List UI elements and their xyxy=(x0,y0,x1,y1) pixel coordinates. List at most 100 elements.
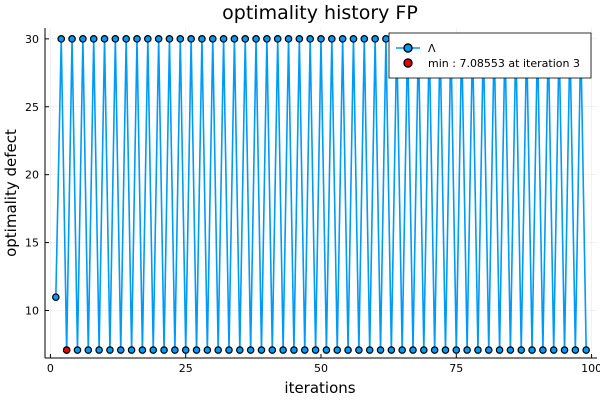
data-point-lambda xyxy=(149,346,158,354)
data-point-lambda xyxy=(495,346,504,354)
data-point-lambda xyxy=(144,35,152,43)
data-point-lambda xyxy=(165,35,174,43)
data-point-lambda xyxy=(398,346,406,354)
data-point-lambda xyxy=(208,35,217,43)
data-point-lambda xyxy=(116,346,125,354)
data-point-lambda xyxy=(463,346,471,354)
data-point-lambda xyxy=(571,346,580,354)
data-point-lambda xyxy=(268,346,277,354)
data-point-lambda xyxy=(127,346,136,354)
data-point-lambda xyxy=(171,346,179,354)
data-point-lambda xyxy=(338,35,347,43)
data-point-lambda xyxy=(539,346,547,354)
y-tick-label: 30 xyxy=(25,33,39,46)
data-point-lambda xyxy=(219,35,228,43)
data-point-lambda xyxy=(387,346,396,354)
y-axis-label: optimality defect xyxy=(2,129,20,257)
data-point-lambda xyxy=(484,346,493,354)
data-point-lambda xyxy=(474,346,482,354)
data-point-lambda xyxy=(430,346,439,354)
data-point-lambda xyxy=(100,35,109,43)
legend: Λ min : 7.08553 at iteration 3 xyxy=(388,32,592,79)
data-point-lambda xyxy=(57,35,66,43)
data-point-lambda xyxy=(225,346,233,354)
data-point-lambda xyxy=(506,346,515,354)
data-point-lambda xyxy=(133,35,141,43)
data-point-lambda xyxy=(517,346,526,354)
legend-box xyxy=(388,32,592,79)
data-point-lambda xyxy=(73,346,82,354)
data-point-lambda xyxy=(420,346,428,354)
data-point-lambda xyxy=(203,346,212,354)
x-tick-label: 25 xyxy=(179,362,193,375)
data-point-lambda xyxy=(241,35,250,43)
data-point-lambda xyxy=(295,35,304,43)
data-point-lambda xyxy=(111,35,120,43)
data-point-lambda xyxy=(138,346,147,354)
data-point-lambda xyxy=(344,346,352,354)
data-point-lambda xyxy=(106,346,114,354)
data-point-lambda xyxy=(95,346,103,354)
data-point-lambda xyxy=(333,346,342,354)
data-point-lambda xyxy=(290,346,298,354)
chart-title: optimality history FP xyxy=(222,2,418,24)
data-point-lambda xyxy=(192,346,201,354)
legend-label-min: min : 7.08553 at iteration 3 xyxy=(428,57,580,70)
data-point-lambda xyxy=(246,346,255,354)
data-point-lambda xyxy=(68,35,76,43)
data-point-lambda xyxy=(582,346,590,354)
data-point-lambda xyxy=(252,35,260,43)
ticks-layer: 0 25 50 75 100 10 15 20 25 30 xyxy=(25,33,600,375)
y-tick-label: 10 xyxy=(25,304,39,317)
data-point-lambda xyxy=(236,346,244,354)
y-tick-label: 25 xyxy=(25,101,39,114)
legend-marker-lambda xyxy=(403,43,413,53)
data-point-lambda xyxy=(257,346,266,354)
data-point-lambda xyxy=(79,35,87,43)
data-point-lambda xyxy=(230,35,239,43)
data-point-lambda xyxy=(160,346,168,354)
data-point-lambda xyxy=(549,346,558,354)
x-tick-label: 75 xyxy=(449,362,463,375)
data-point-lambda xyxy=(349,35,358,43)
data-point-lambda xyxy=(317,35,325,43)
data-point-lambda xyxy=(279,346,287,354)
data-point-lambda xyxy=(300,346,309,354)
data-point-lambda xyxy=(311,346,320,354)
legend-label-lambda: Λ xyxy=(428,42,436,55)
x-tick-label: 100 xyxy=(581,362,600,375)
data-point-lambda xyxy=(382,35,390,43)
data-point-lambda xyxy=(441,346,450,354)
data-point-lambda xyxy=(365,346,374,354)
data-point-lambda xyxy=(176,35,185,43)
y-tick-label: 20 xyxy=(25,169,39,182)
data-point-lambda xyxy=(263,35,271,43)
data-point-lambda xyxy=(409,346,417,354)
data-point-lambda xyxy=(181,346,190,354)
data-point-lambda xyxy=(560,346,569,354)
data-point-lambda xyxy=(355,346,363,354)
data-point-lambda xyxy=(122,35,130,43)
data-point-lambda xyxy=(371,35,379,43)
data-point-lambda xyxy=(284,35,293,43)
data-point-lambda xyxy=(198,35,206,43)
data-point-min xyxy=(62,346,71,354)
data-point-lambda xyxy=(452,346,461,354)
data-point-lambda xyxy=(360,35,369,43)
data-point-lambda xyxy=(214,346,222,354)
data-point-lambda xyxy=(376,346,385,354)
data-point-lambda xyxy=(154,35,163,43)
data-point-lambda xyxy=(84,346,93,354)
x-tick-label: 0 xyxy=(47,362,54,375)
data-point-lambda xyxy=(322,346,331,354)
x-axis-label: iterations xyxy=(284,379,355,397)
x-tick-label: 50 xyxy=(314,362,328,375)
data-point-lambda xyxy=(89,35,98,43)
data-point-lambda xyxy=(273,35,282,43)
data-point-lambda xyxy=(187,35,195,43)
data-point-lambda xyxy=(52,293,60,301)
y-tick-label: 15 xyxy=(25,237,39,250)
data-point-lambda xyxy=(306,35,314,43)
